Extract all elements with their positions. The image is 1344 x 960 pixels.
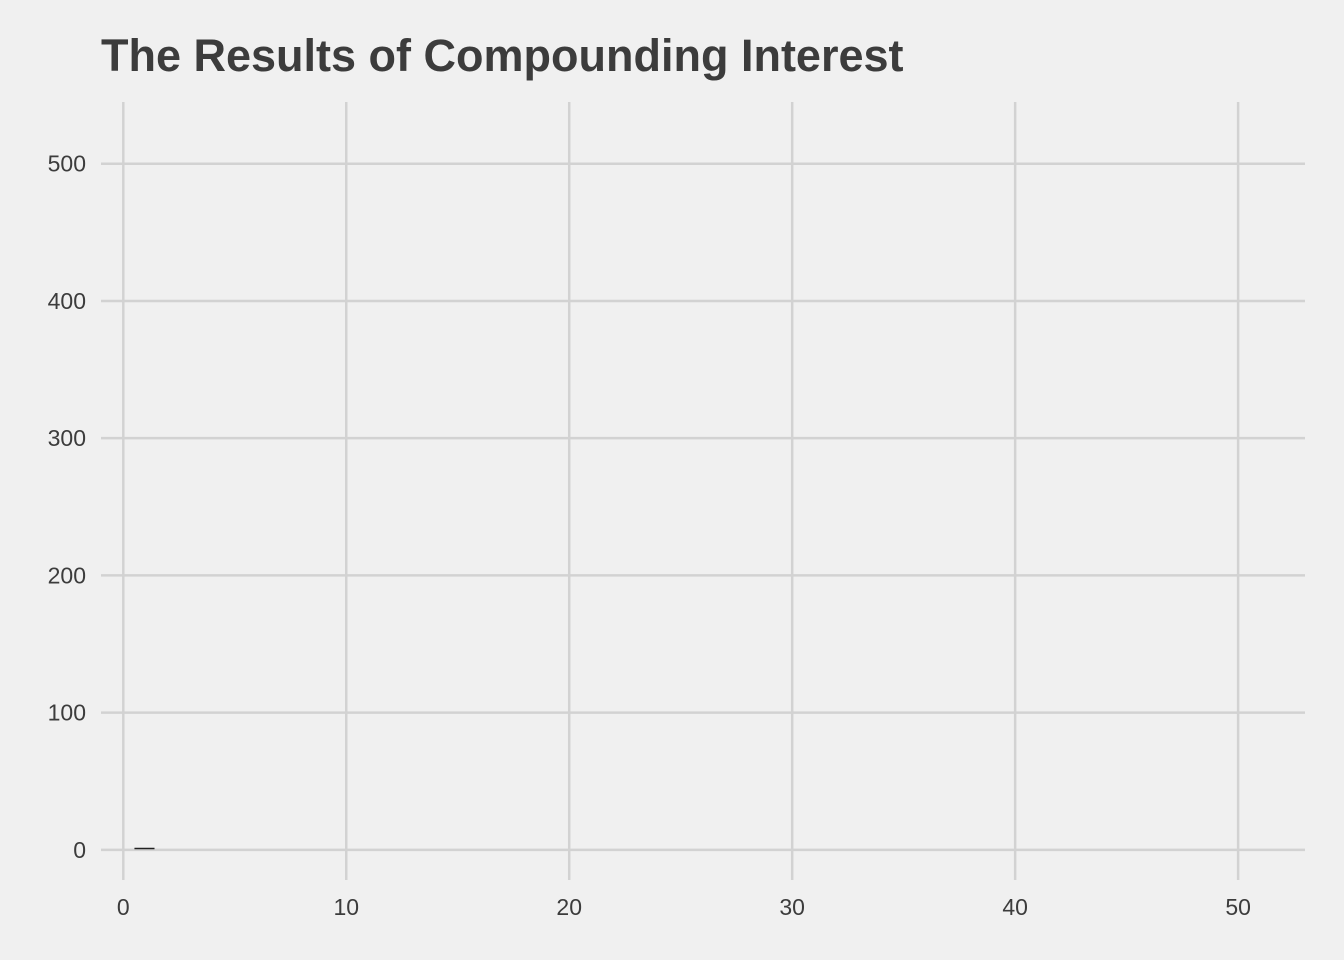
x-tick-label: 10: [333, 894, 359, 920]
chart-title: The Results of Compounding Interest: [101, 30, 904, 81]
y-tick-label: 300: [48, 425, 86, 451]
x-tick-label: 0: [117, 894, 130, 920]
y-tick-label: 0: [73, 837, 86, 863]
x-tick-label: 20: [556, 894, 582, 920]
x-tick-labels: 0 10 20 30 40 50: [117, 894, 1251, 920]
y-tick-label: 500: [48, 151, 86, 177]
y-tick-label: 400: [48, 288, 86, 314]
y-tick-labels: 0 100 200 300 400 500: [48, 151, 86, 863]
y-tick-label: 100: [48, 700, 86, 726]
y-tick-label: 200: [48, 562, 86, 588]
y-grid-lines: [101, 162, 1305, 852]
x-tick-label: 40: [1002, 894, 1028, 920]
x-grid-lines: [122, 102, 1240, 880]
x-tick-label: 50: [1225, 894, 1251, 920]
x-tick-label: 30: [779, 894, 805, 920]
